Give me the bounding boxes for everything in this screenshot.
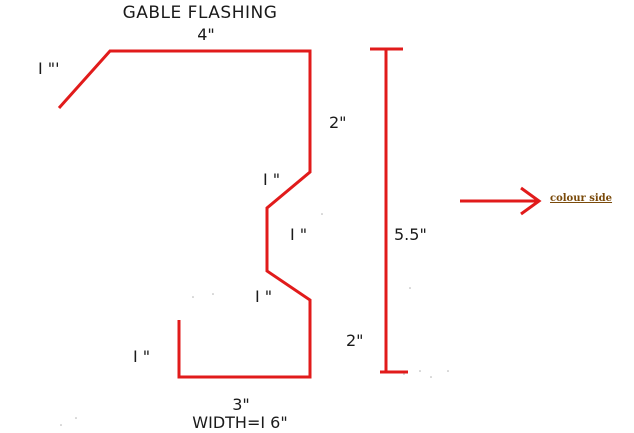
bottom-hem-label: I " [133, 347, 150, 366]
overall-height-label: 5.5" [394, 225, 427, 244]
lower-height-label: 2" [346, 331, 364, 350]
colour-side-label: colour side [550, 193, 612, 204]
total-width-label: WIDTH=I 6" [192, 413, 287, 432]
diagram-title: GABLE FLASHING [123, 3, 278, 23]
top-width-label: 4" [197, 25, 215, 44]
flashing-profile-line [57, 49, 312, 379]
colour-side-arrow-head [520, 186, 542, 216]
background-specks [60, 213, 449, 426]
upper-bend-label: I " [263, 170, 280, 189]
lower-bend-label: I " [255, 287, 272, 306]
hem-left-label: I "' [38, 59, 60, 78]
middle-vertical-label: I " [290, 225, 307, 244]
upper-vertical-label: 2" [329, 113, 347, 132]
bottom-width-label: 3" [232, 395, 250, 414]
